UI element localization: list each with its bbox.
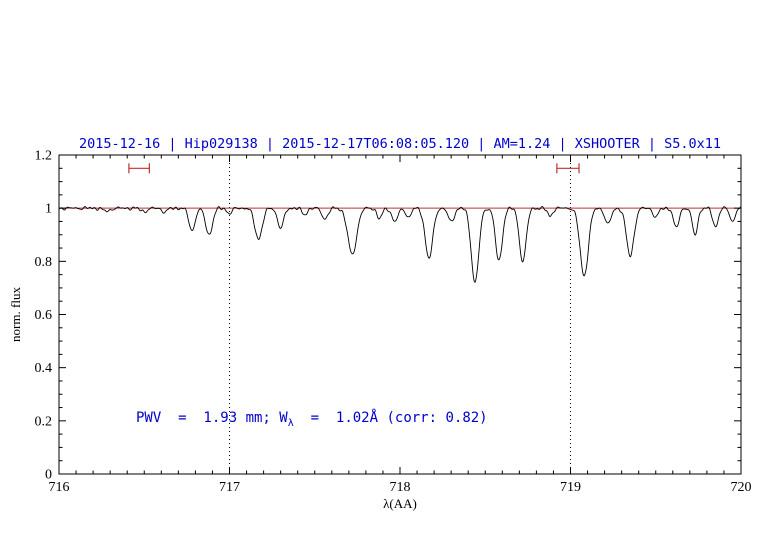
y-tick-label: 0.2 [35,414,53,429]
x-tick-label: 718 [390,480,411,495]
x-tick-label: 719 [560,480,581,495]
y-tick-label: 0.6 [35,308,53,323]
plot-title: 2015-12-16 | Hip029138 | 2015-12-17T06:0… [78,136,722,152]
spectrum-line [58,206,742,284]
y-tick-label: 1 [45,202,52,217]
x-axis-label: λ(AA) [383,496,417,511]
pwv-annotation-prefix: PWV = 1.93 mm; W [136,410,288,426]
y-tick-label: 0.8 [35,255,53,270]
y-tick-label: 1.2 [35,149,53,164]
pwv-annotation-lambda-subscript: λ [287,417,294,429]
pwv-annotation-suffix: = 1.02Å (corr: 0.82) [293,410,488,426]
x-tick-label: 720 [731,480,752,495]
y-tick-label: 0.4 [35,361,53,376]
y-axis-label: norm. flux [8,287,23,342]
x-tick-label: 716 [49,480,70,495]
y-tick-label: 0 [45,468,52,483]
x-tick-label: 717 [219,480,240,495]
pwv-annotation: PWV = 1.93 mm; Wλ = 1.02Å (corr: 0.82) [136,410,488,429]
